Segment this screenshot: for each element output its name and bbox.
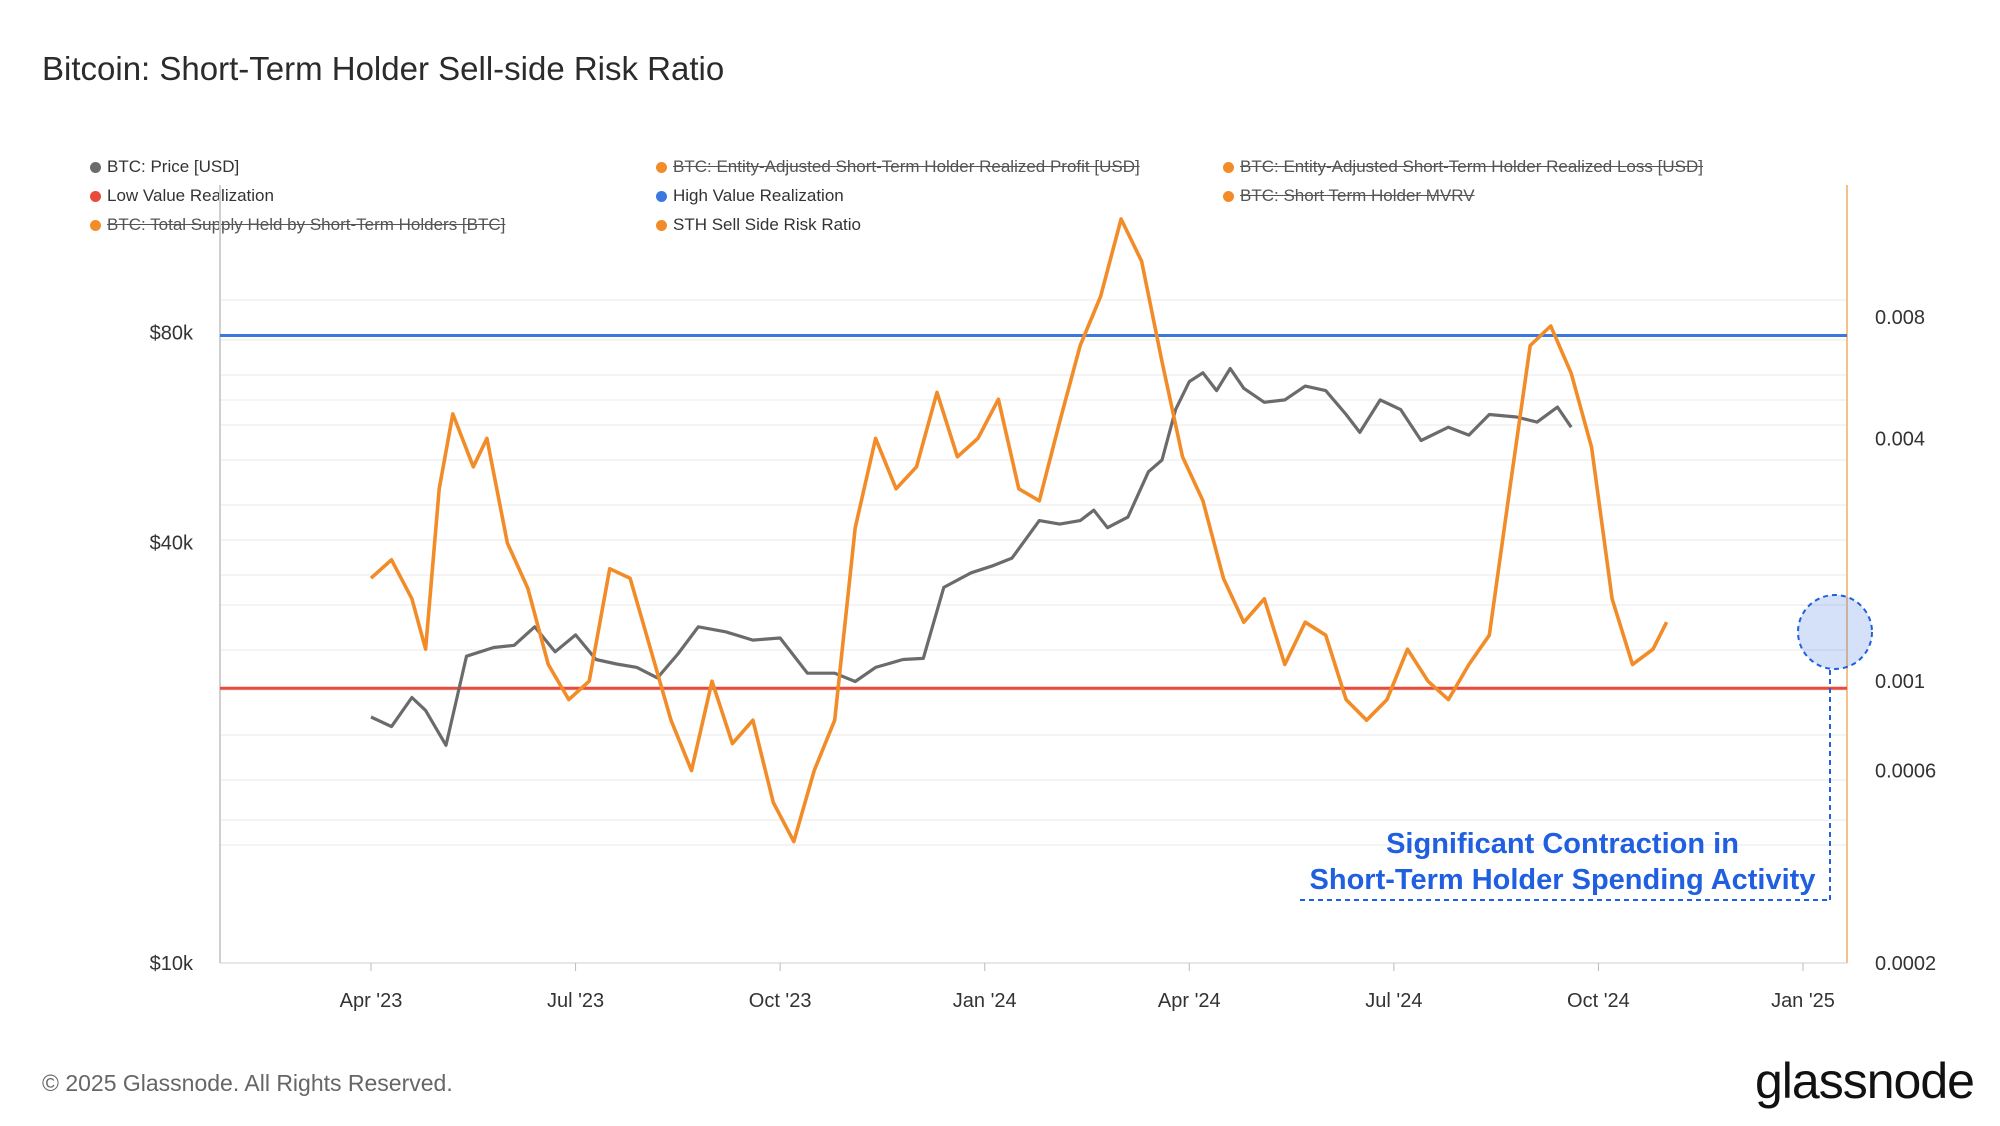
legend-item-sth-realized-profit[interactable]: BTC: Entity-Adjusted Short-Term Holder R… — [656, 157, 1140, 177]
annotation-line-1: Significant Contraction in — [1386, 828, 1739, 860]
annotation-line-2: Short-Term Holder Spending Activity — [1309, 864, 1816, 896]
legend-dot-icon — [656, 219, 667, 231]
legend-dot-icon — [90, 161, 101, 173]
legend-item-sth-mvrv[interactable]: BTC: Short Term Holder MVRV — [1223, 186, 1475, 206]
legend-item-sth-sell-side-risk-ratio[interactable]: STH Sell Side Risk Ratio — [656, 215, 861, 235]
copyright-footer: © 2025 Glassnode. All Rights Reserved. — [42, 1070, 453, 1096]
x-tick-label: Oct '24 — [1567, 990, 1630, 1012]
btc-price-line — [370, 366, 1573, 747]
legend-item-sth-realized-loss[interactable]: BTC: Entity-Adjusted Short-Term Holder R… — [1223, 157, 1703, 177]
legend-dot-icon — [90, 190, 101, 202]
right-tick-label: 0.001 — [1875, 671, 1925, 693]
legend-dot-icon — [656, 190, 667, 202]
glassnode-logo: glassnode — [1755, 1053, 1975, 1109]
right-tick-label: 0.0002 — [1875, 953, 1936, 975]
right-tick-label: 0.0006 — [1875, 761, 1936, 783]
legend-label: BTC: Total Supply Held by Short-Term Hol… — [107, 215, 506, 234]
legend-item-btc-price[interactable]: BTC: Price [USD] — [90, 157, 239, 177]
legend-dot-icon — [1223, 161, 1234, 173]
legend-dot-icon — [90, 219, 101, 231]
legend-item-sth-total-supply[interactable]: BTC: Total Supply Held by Short-Term Hol… — [90, 215, 505, 235]
left-tick-label: $80k — [150, 322, 194, 344]
x-tick-label: Jan '25 — [1771, 990, 1835, 1012]
legend-dot-icon — [1223, 190, 1234, 202]
x-tick-label: Jul '24 — [1365, 990, 1422, 1012]
x-tick-label: Oct '23 — [749, 990, 812, 1012]
legend-label: STH Sell Side Risk Ratio — [673, 215, 862, 234]
legend-item-low-value-realization[interactable]: Low Value Realization — [90, 186, 274, 206]
left-tick-label: $10k — [150, 953, 194, 975]
legend-label: BTC: Short Term Holder MVRV — [1240, 186, 1475, 205]
x-tick-label: Apr '24 — [1158, 990, 1221, 1012]
x-tick-label: Jan '24 — [953, 990, 1017, 1012]
legend-label: High Value Realization — [673, 186, 844, 205]
right-tick-label: 0.004 — [1875, 428, 1925, 450]
legend-label: BTC: Price [USD] — [107, 157, 240, 176]
legend-item-high-value-realization[interactable]: High Value Realization — [656, 186, 844, 206]
annotation-text: Significant Contraction in Short-Term Ho… — [1290, 826, 1835, 898]
right-tick-label: 0.008 — [1875, 307, 1925, 329]
legend-label: BTC: Entity-Adjusted Short-Term Holder R… — [1240, 157, 1703, 176]
legend-label: BTC: Entity-Adjusted Short-Term Holder R… — [673, 157, 1140, 176]
sth-sell-side-risk-ratio-line — [369, 217, 1669, 844]
legend-dot-icon — [656, 161, 667, 173]
chart-title: Bitcoin: Short-Term Holder Sell-side Ris… — [42, 50, 725, 87]
x-tick-label: Apr '23 — [340, 990, 403, 1012]
x-tick-label: Jul '23 — [547, 990, 604, 1012]
left-tick-label: $40k — [150, 533, 194, 555]
legend-label: Low Value Realization — [107, 186, 274, 205]
highlight-circle — [1797, 594, 1873, 670]
